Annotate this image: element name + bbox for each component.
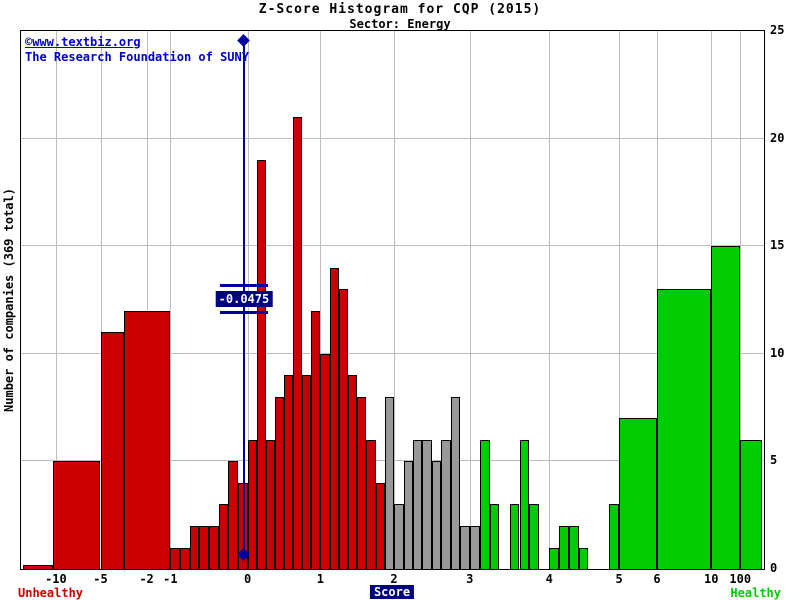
histogram-bar <box>608 504 620 569</box>
healthy-caption: Healthy <box>730 586 781 600</box>
histogram-bar <box>348 375 358 569</box>
histogram-bar <box>256 160 266 569</box>
x-tick-label: -1 <box>163 572 178 586</box>
histogram-bar <box>549 547 560 569</box>
histogram-bar <box>657 289 712 569</box>
y-tick-label: 25 <box>770 23 785 37</box>
histogram-bar <box>209 526 219 569</box>
histogram-bar <box>529 504 540 569</box>
gridline-vertical <box>55 31 57 569</box>
x-tick-label: 5 <box>615 572 623 586</box>
histogram-bar <box>199 526 209 569</box>
histogram-bar <box>170 547 180 569</box>
x-tick-label: -2 <box>139 572 154 586</box>
histogram-bar <box>619 418 657 569</box>
marker-crossbar-top <box>219 284 268 287</box>
x-tick-label: 1 <box>316 572 325 586</box>
gridline-vertical <box>469 31 471 569</box>
histogram-bar <box>568 526 579 569</box>
chart-subtitle: Sector: Energy <box>349 17 451 31</box>
histogram-bar <box>394 504 404 569</box>
gridline-horizontal <box>21 137 764 139</box>
y-tick-label: 5 <box>770 453 778 468</box>
histogram-bar <box>329 267 339 569</box>
histogram-bar <box>469 526 480 569</box>
histogram-bar <box>375 482 385 569</box>
histogram-bar <box>578 547 589 569</box>
histogram-bar <box>311 310 321 569</box>
histogram-bar <box>265 439 275 569</box>
x-tick-label: -5 <box>93 572 108 586</box>
x-tick-label: 10 <box>704 572 719 586</box>
histogram-bar <box>366 439 376 569</box>
histogram-bar <box>238 482 248 569</box>
histogram-bar <box>228 461 238 569</box>
histogram-bar <box>559 526 569 569</box>
x-tick-label: 6 <box>653 572 661 586</box>
gridline-vertical <box>100 31 102 569</box>
histogram-bar <box>274 396 284 569</box>
y-tick-label: 20 <box>770 130 785 145</box>
x-tick-label: 3 <box>466 572 474 586</box>
histogram-bar <box>431 461 442 569</box>
histogram-bar <box>740 439 763 569</box>
histogram-bar <box>284 375 294 569</box>
histogram-bar <box>403 461 413 569</box>
gridline-vertical <box>170 31 172 569</box>
marker-crossbar-bottom <box>219 311 268 314</box>
gridline-vertical <box>393 31 395 569</box>
gridline-horizontal <box>21 245 764 247</box>
x-axis-label: Score <box>369 585 415 599</box>
y-tick-label: 10 <box>770 345 785 360</box>
x-tick-label: 2 <box>390 572 398 586</box>
histogram-bar <box>53 461 101 569</box>
textbiz-link[interactable]: ©www.textbiz.org <box>25 35 141 49</box>
histogram-bar <box>100 332 124 569</box>
watermark: ©www.textbiz.org The Research Foundation… <box>25 35 249 65</box>
plot-area: ©www.textbiz.org The Research Foundation… <box>20 30 765 570</box>
x-tick-label: 100 <box>729 572 752 586</box>
histogram-bar <box>384 396 394 569</box>
unhealthy-caption: Unhealthy <box>18 586 84 600</box>
histogram-bar <box>711 246 741 569</box>
marker-value-label: -0.0475 <box>215 291 273 307</box>
histogram-bar <box>218 504 229 569</box>
histogram-bar <box>441 439 451 569</box>
histogram-bar <box>320 353 330 569</box>
histogram-bar <box>302 375 312 569</box>
histogram-bar <box>293 117 303 569</box>
histogram-bar <box>422 439 432 569</box>
histogram-bar <box>412 439 423 569</box>
histogram-bar <box>509 504 520 569</box>
histogram-bar <box>450 396 461 569</box>
histogram-bar <box>247 439 257 569</box>
gridline-vertical <box>549 31 551 569</box>
gridline-vertical <box>320 31 322 569</box>
x-tick-label: -10 <box>45 572 67 586</box>
gridline-vertical <box>740 31 742 569</box>
histogram-bar <box>489 504 500 569</box>
research-foundation-text: The Research Foundation of SUNY <box>25 50 249 64</box>
histogram-bar <box>479 439 490 569</box>
histogram-bar <box>460 526 470 569</box>
histogram-bar <box>180 547 190 569</box>
histogram-bar <box>189 526 200 569</box>
x-tick-label: 4 <box>545 572 553 586</box>
y-axis-label: Number of companies (369 total) <box>2 188 16 412</box>
y-tick-label: 15 <box>770 238 785 253</box>
gridline-vertical <box>146 31 148 569</box>
histogram-bar <box>123 310 171 569</box>
x-tick-label: 0 <box>243 572 252 586</box>
histogram-bar <box>22 564 54 569</box>
histogram-bar <box>519 439 530 569</box>
histogram-bar <box>338 289 348 569</box>
chart-title: Z-Score Histogram for CQP (2015) <box>258 2 542 17</box>
y-tick-label: 0 <box>770 561 778 575</box>
histogram-bar <box>357 396 367 569</box>
gridline-vertical <box>619 31 621 569</box>
gridline-horizontal <box>21 352 764 354</box>
